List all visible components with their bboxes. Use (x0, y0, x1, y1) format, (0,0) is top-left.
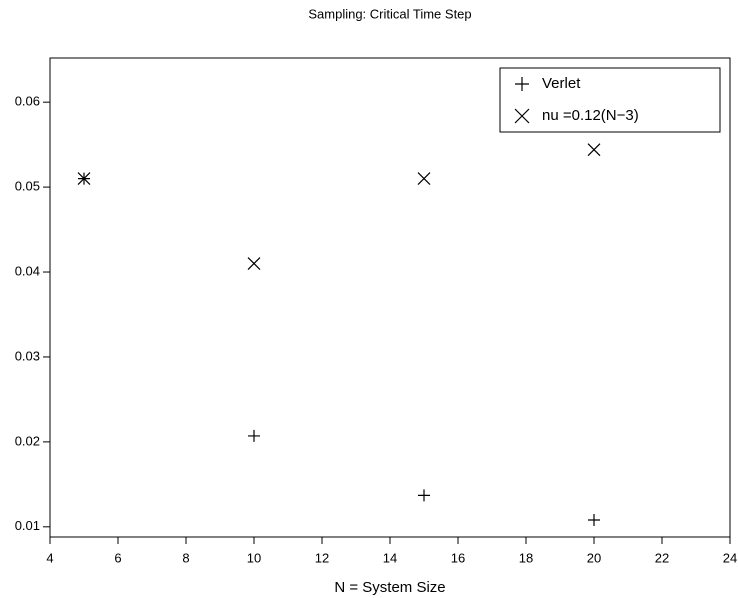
x-marker (417, 172, 431, 186)
x-tick-label: 6 (114, 550, 121, 565)
x-tick-label: 4 (46, 550, 53, 565)
y-tick-label: 0.06 (15, 94, 40, 109)
y-tick-label: 0.04 (15, 263, 40, 278)
x-tick-label: 24 (723, 550, 737, 565)
y-tick-label: 0.01 (15, 518, 40, 533)
plus-marker (588, 514, 600, 527)
x-marker (247, 257, 261, 270)
x-marker (77, 172, 91, 186)
x-tick-label: 20 (587, 550, 601, 565)
x-axis-label: N = System Size (334, 579, 445, 596)
x-marker (587, 143, 601, 157)
x-marker (514, 108, 530, 124)
x-tick-label: 12 (315, 550, 329, 565)
legend-label: Verlet (542, 75, 581, 92)
x-tick-label: 22 (655, 550, 669, 565)
x-tick-label: 18 (519, 550, 533, 565)
y-tick-label: 0.03 (15, 348, 40, 363)
y-tick-label: 0.05 (15, 179, 40, 194)
x-tick-label: 10 (247, 550, 261, 565)
plus-marker (418, 489, 430, 502)
y-tick-label: 0.02 (15, 433, 40, 448)
legend-box (499, 67, 721, 133)
x-tick-label: 14 (383, 550, 397, 565)
x-tick-label: 16 (451, 550, 465, 565)
legend-label: nu =0.12(N−3) (542, 107, 639, 124)
plus-marker (248, 429, 260, 442)
plus-marker (515, 77, 529, 91)
x-tick-label: 8 (182, 550, 189, 565)
chart-title: Sampling: Critical Time Step (308, 6, 471, 21)
